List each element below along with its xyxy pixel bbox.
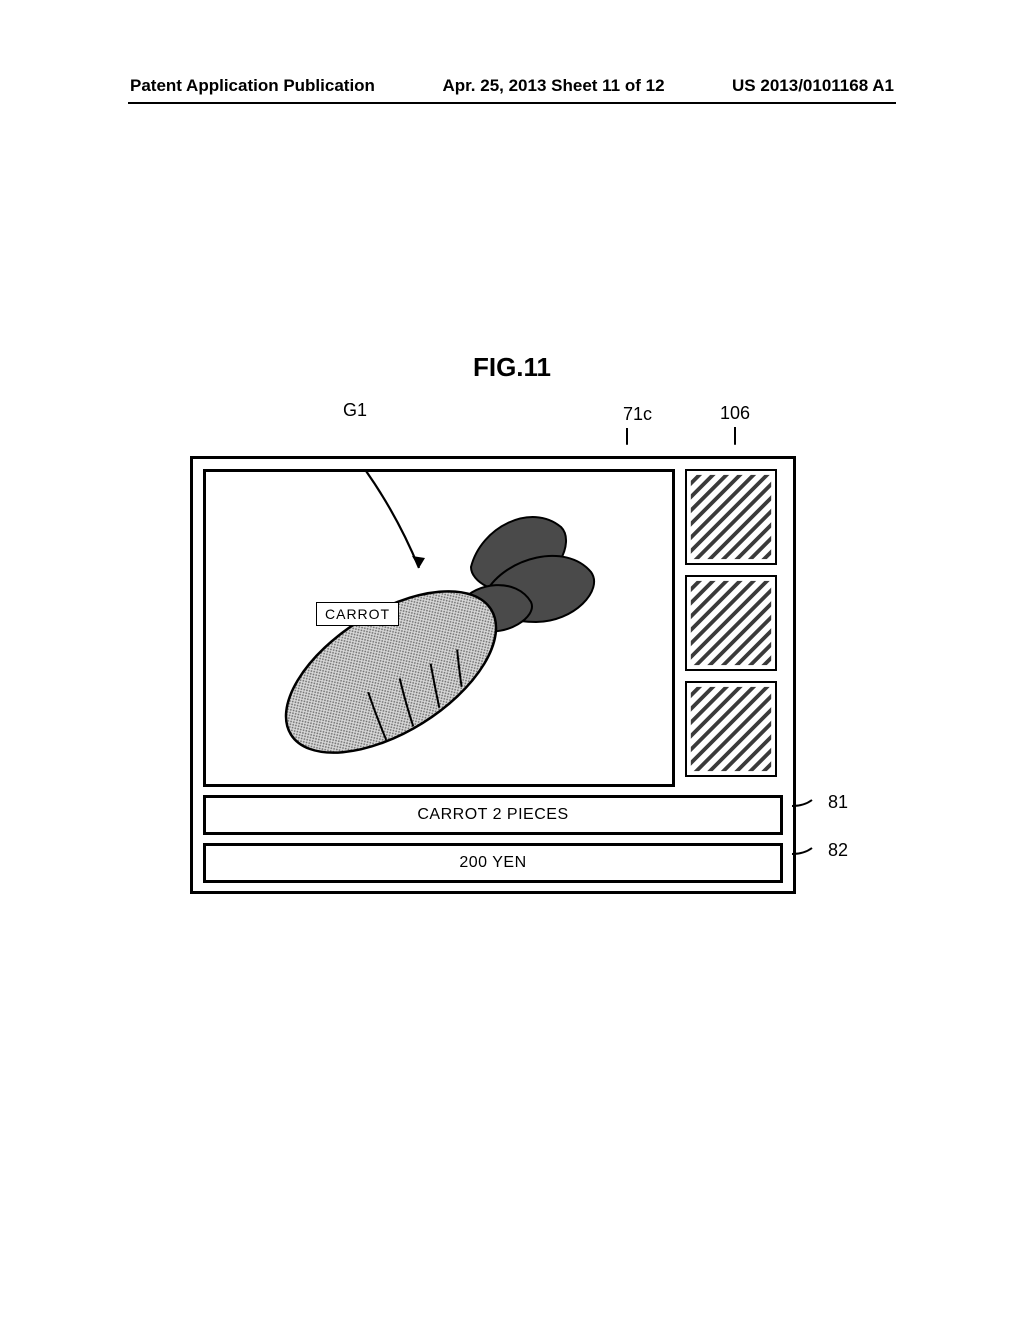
header-rule xyxy=(128,102,896,104)
ref-label-81: 81 xyxy=(828,792,848,813)
hatch-icon xyxy=(687,471,775,563)
leader-71c xyxy=(626,428,628,445)
page-header: Patent Application Publication Apr. 25, … xyxy=(130,76,894,96)
top-reference-labels: G1 71c 106 xyxy=(190,400,815,456)
thumbnail-2[interactable] xyxy=(685,575,777,671)
info-bar-item: CARROT 2 PIECES xyxy=(203,795,783,835)
header-left: Patent Application Publication xyxy=(130,76,375,96)
info-price-text: 200 YEN xyxy=(459,854,526,872)
thumbnail-column xyxy=(685,469,777,787)
info-item-text: CARROT 2 PIECES xyxy=(417,806,568,824)
ref-label-106: 106 xyxy=(720,403,750,424)
header-center: Apr. 25, 2013 Sheet 11 of 12 xyxy=(442,76,664,96)
carrot-illustration xyxy=(206,472,678,790)
hatch-icon xyxy=(687,577,775,669)
figure-title: FIG.11 xyxy=(0,352,1024,383)
display-frame: CARROT xyxy=(190,456,796,894)
ref-label-g1: G1 xyxy=(343,400,367,421)
thumbnail-1[interactable] xyxy=(685,469,777,565)
figure-container: G1 71c 106 xyxy=(190,400,815,894)
ref-label-71c: 71c xyxy=(623,404,652,425)
thumbnail-3[interactable] xyxy=(685,681,777,777)
carrot-name-label: CARROT xyxy=(316,602,399,626)
image-panel: CARROT xyxy=(203,469,675,787)
info-bar-price: 200 YEN xyxy=(203,843,783,883)
hatch-icon xyxy=(687,683,775,775)
upper-row: CARROT xyxy=(203,469,783,787)
leader-106 xyxy=(734,427,736,445)
header-right: US 2013/0101168 A1 xyxy=(732,76,894,96)
ref-label-82: 82 xyxy=(828,840,848,861)
